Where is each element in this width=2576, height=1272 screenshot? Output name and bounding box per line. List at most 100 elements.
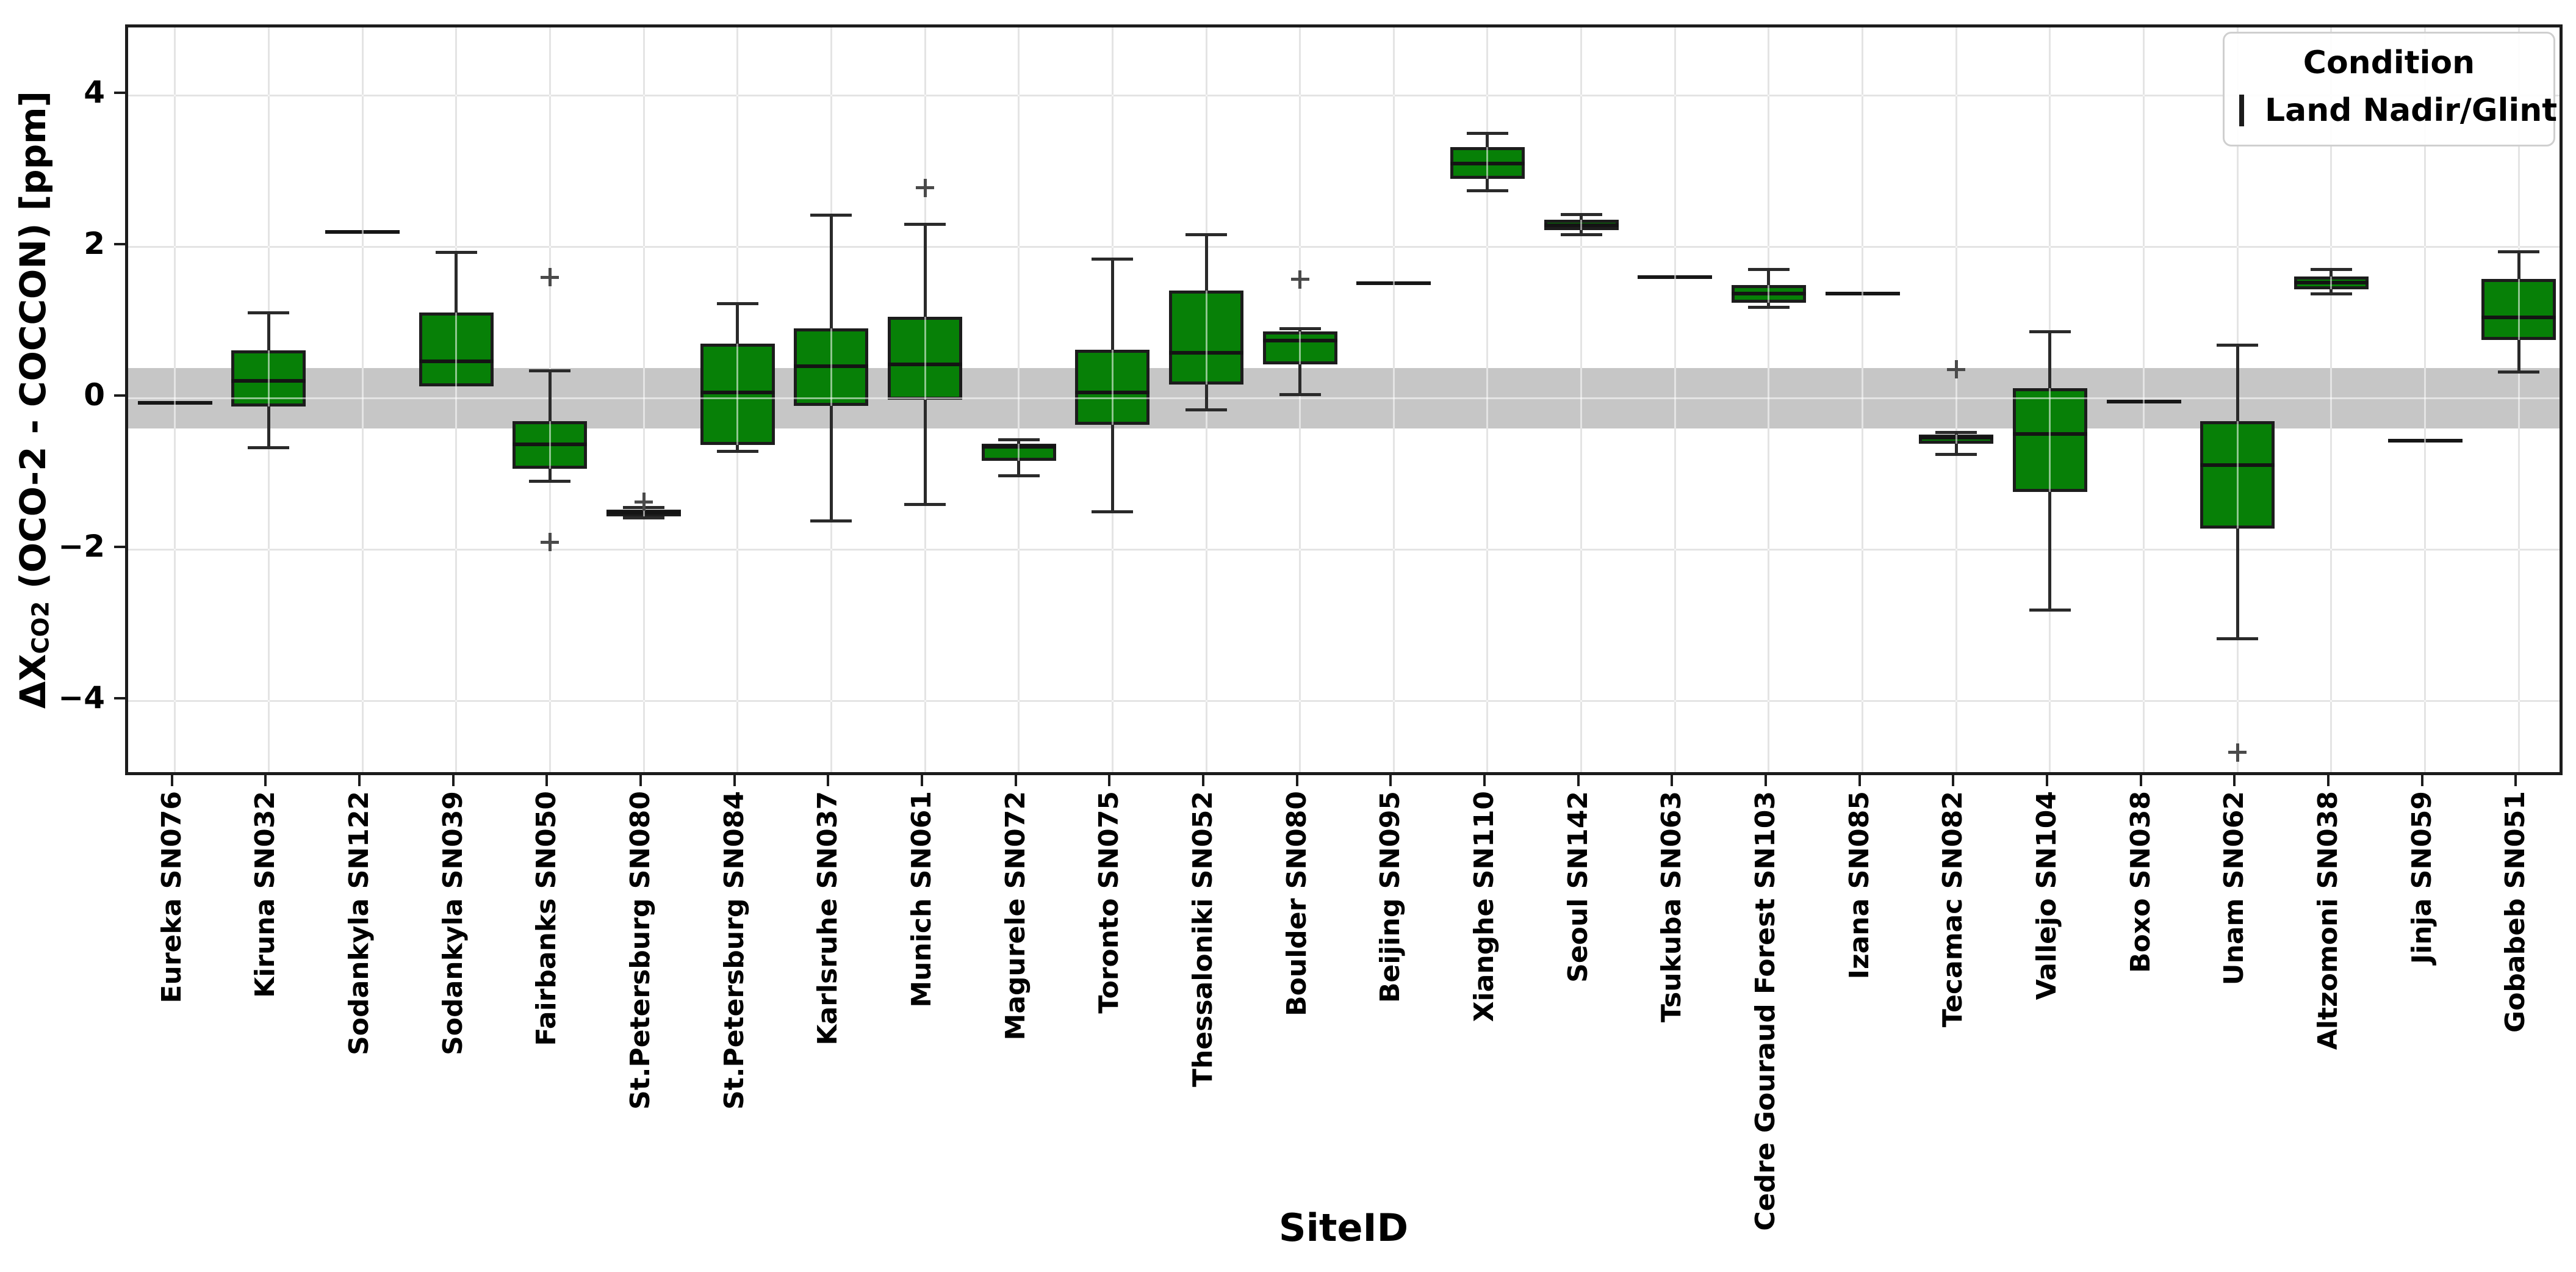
- whisker: [1580, 214, 1583, 220]
- x-tick-label: Xianghe SN110: [1468, 791, 1500, 1022]
- grid-line-x-overlay: [2517, 27, 2520, 772]
- outlier-marker: [541, 533, 559, 552]
- outlier-marker: [2228, 743, 2247, 762]
- x-tick-label: Sodankyla SN039: [437, 791, 469, 1055]
- whisker-cap: [529, 369, 571, 373]
- grid-line-y-overlay: [128, 700, 2560, 703]
- whisker: [1767, 303, 1771, 308]
- x-tick-label: Seoul SN142: [1562, 791, 1594, 983]
- x-axis-tick: [2139, 775, 2142, 786]
- legend-swatch-green: [2239, 95, 2244, 126]
- grid-line-x-overlay: [267, 27, 270, 772]
- whisker: [1580, 230, 1583, 235]
- x-axis-tick: [733, 775, 736, 786]
- y-axis-tick: [114, 394, 125, 397]
- x-tick-label: Toronto SN075: [1093, 791, 1125, 1014]
- whisker-cap: [1279, 392, 1321, 396]
- whisker-cap: [1092, 257, 1134, 261]
- grid-line-x-overlay: [1392, 27, 1395, 772]
- x-tick-label: Eureka SN076: [156, 791, 187, 1003]
- whisker-cap: [716, 449, 758, 453]
- whisker-cap: [2217, 637, 2259, 641]
- whisker-cap: [998, 438, 1040, 442]
- x-tick-label: Izana SN085: [1843, 791, 1875, 980]
- x-axis-tick: [1014, 775, 1017, 786]
- whisker-cap: [1092, 510, 1134, 514]
- y-tick-label: −2: [58, 528, 105, 564]
- grid-line-x-overlay: [1768, 27, 1770, 772]
- whisker-cap: [248, 311, 290, 314]
- grid-line-x-overlay: [1018, 27, 1020, 772]
- whisker: [1486, 178, 1489, 191]
- whisker: [548, 370, 552, 421]
- whisker-cap: [810, 519, 852, 522]
- x-tick-label: Kiruna SN032: [250, 791, 281, 998]
- whisker: [2048, 492, 2052, 610]
- x-axis-tick: [1764, 775, 1767, 786]
- whisker-cap: [2498, 370, 2540, 374]
- x-axis-tick: [1952, 775, 1955, 786]
- x-axis-tick: [358, 775, 361, 786]
- whisker: [2048, 331, 2052, 389]
- whisker-cap: [2310, 268, 2352, 272]
- x-tick-label: Karlsruhe SN037: [812, 791, 844, 1046]
- x-tick-label: Boxo SN038: [2124, 791, 2156, 974]
- whisker-cap: [529, 480, 571, 483]
- whisker: [2330, 289, 2333, 294]
- x-axis-tick: [639, 775, 642, 786]
- whisker: [2330, 269, 2333, 276]
- x-axis-tick: [452, 775, 455, 786]
- x-tick-label: Boulder SN080: [1281, 791, 1312, 1016]
- x-axis-tick: [170, 775, 173, 786]
- x-tick-label: Munich SN061: [906, 791, 938, 1008]
- whisker-cap: [2310, 292, 2352, 295]
- whisker: [829, 405, 833, 521]
- y-axis-tick: [114, 242, 125, 245]
- whisker: [2517, 251, 2520, 279]
- grid-line-y-overlay: [128, 246, 2560, 248]
- whisker-cap: [2217, 344, 2259, 347]
- y-axis-tick: [114, 91, 125, 94]
- whisker: [267, 407, 270, 448]
- whisker-cap: [1466, 132, 1508, 136]
- plot-area: [125, 24, 2563, 775]
- whisker: [2236, 528, 2239, 639]
- x-axis-tick: [1295, 775, 1298, 786]
- legend-entry: Land Nadir/Glint: [2239, 92, 2557, 129]
- outlier-marker: [916, 178, 935, 197]
- grid-line-x-overlay: [1486, 27, 1489, 772]
- whisker: [1017, 461, 1021, 476]
- x-tick-label: Gobabeb SN051: [2500, 791, 2531, 1033]
- y-axis-label-suffix: (OCO-2 - COCCON) [ppm]: [12, 90, 54, 601]
- outlier-marker: [1290, 270, 1309, 289]
- y-tick-label: 4: [84, 74, 105, 110]
- whisker-cap: [1560, 212, 1602, 216]
- x-tick-label: Thessaloniki SN052: [1187, 791, 1219, 1087]
- whisker: [1204, 385, 1208, 410]
- grid-line-x-overlay: [830, 27, 832, 772]
- whisker-cap: [2029, 330, 2071, 333]
- whisker-cap: [904, 222, 946, 226]
- grid-line-x-overlay: [1580, 27, 1583, 772]
- grid-line-x-overlay: [1111, 27, 1114, 772]
- whisker: [736, 303, 739, 344]
- grid-line-y-overlay: [128, 397, 2560, 400]
- grid-line-y-overlay: [128, 95, 2560, 97]
- x-tick-label: Tecamac SN082: [1937, 791, 1969, 1028]
- whisker: [736, 445, 739, 452]
- whisker: [1298, 364, 1302, 395]
- x-tick-label: Fairbanks SN050: [531, 791, 563, 1046]
- grid-line-x-overlay: [1955, 27, 1957, 772]
- whisker-cap: [1466, 189, 1508, 193]
- whisker-cap: [1185, 233, 1228, 237]
- whisker-cap: [810, 214, 852, 217]
- whisker-cap: [435, 250, 477, 254]
- whisker-cap: [1560, 233, 1602, 237]
- grid-line-x-overlay: [2143, 27, 2145, 772]
- outlier-marker: [541, 268, 559, 287]
- x-axis-tick: [1858, 775, 1861, 786]
- x-axis-tick: [2514, 775, 2517, 786]
- x-axis-tick: [827, 775, 830, 786]
- whisker-cap: [1935, 430, 1977, 434]
